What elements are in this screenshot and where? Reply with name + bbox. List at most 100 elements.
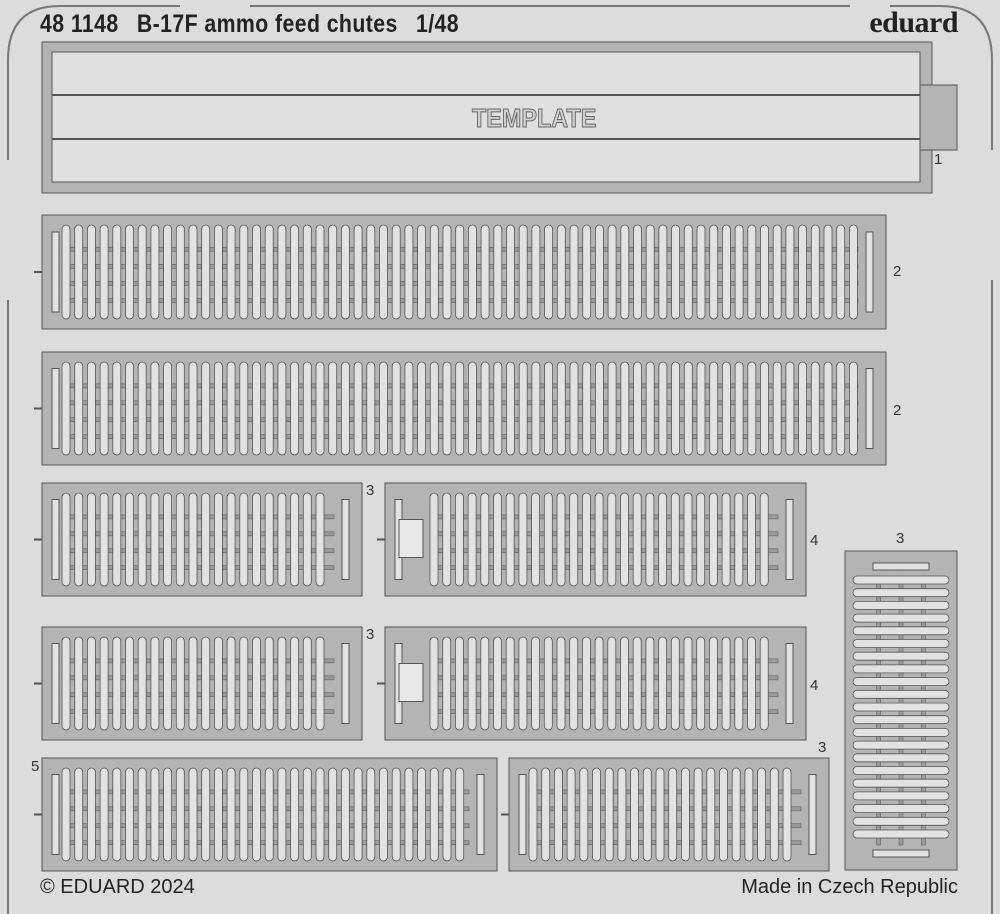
end-bar: [341, 499, 350, 580]
end-bar: [51, 231, 60, 313]
end-bar: [872, 562, 930, 571]
chute-link: [239, 767, 249, 862]
chute-link: [798, 224, 807, 320]
chute-link: [277, 636, 287, 731]
chute-link: [213, 361, 223, 456]
chute-link: [734, 636, 744, 731]
chute-link: [506, 361, 515, 456]
chute-link: [290, 636, 300, 731]
chute-link: [442, 492, 452, 587]
part-number-3b: 3: [366, 626, 375, 643]
chute-link: [569, 361, 579, 456]
chute-link: [366, 767, 376, 862]
chute-link: [852, 728, 950, 737]
chute-link: [836, 361, 846, 456]
chute-link: [87, 767, 96, 862]
chute-link: [579, 767, 589, 862]
chute-link: [277, 492, 287, 587]
end-box: [398, 663, 424, 702]
chute-link: [734, 224, 744, 320]
chute-link: [683, 492, 693, 587]
chute-link: [722, 361, 731, 456]
chute-link: [760, 224, 769, 320]
chute-link: [852, 689, 950, 699]
chute-link: [61, 492, 71, 587]
chute-link: [852, 766, 950, 775]
product-scale: 1/48: [415, 10, 460, 38]
template-label: TEMPLATE: [472, 103, 597, 134]
chute-link: [823, 361, 833, 456]
chute-link: [759, 492, 769, 587]
chute-link: [99, 492, 109, 587]
chute-link: [655, 767, 665, 862]
chute-link: [315, 767, 325, 862]
chute-link: [163, 224, 173, 320]
chute-link: [213, 224, 223, 320]
chute-link: [852, 651, 950, 661]
chute-link: [87, 636, 96, 731]
chute-link: [226, 224, 236, 320]
chute-link: [604, 767, 614, 862]
chute-link: [467, 361, 477, 456]
chute-link: [112, 224, 122, 320]
chute-link: [709, 636, 718, 731]
chute-link: [188, 492, 198, 587]
part-number-4b: 4: [810, 677, 819, 694]
part-number-3d: 3: [896, 530, 905, 547]
chute-link: [442, 224, 452, 320]
chute-link: [277, 224, 287, 320]
chute-link: [852, 816, 950, 826]
chute-link: [556, 492, 566, 587]
chute-link: [328, 767, 338, 862]
chute-link: [531, 224, 541, 320]
chute-link: [798, 361, 807, 456]
chute-link: [544, 224, 553, 320]
chute-link: [852, 613, 950, 623]
chute-link: [455, 767, 465, 862]
chute-link: [315, 361, 325, 456]
chute-link: [290, 224, 300, 320]
chute-link: [404, 767, 414, 862]
chute-link: [683, 224, 693, 320]
chute-link: [556, 636, 566, 731]
chute-link: [150, 492, 160, 587]
chute-link: [480, 361, 490, 456]
chute-link: [417, 361, 427, 456]
chute-link: [607, 224, 617, 320]
chute-link: [721, 636, 731, 731]
chute-link: [417, 767, 427, 862]
chute-link: [99, 361, 109, 456]
chute-link: [480, 224, 490, 320]
chute-link: [226, 492, 236, 587]
chute-link: [467, 636, 477, 731]
chute-link: [731, 767, 741, 862]
chute-link: [188, 224, 198, 320]
chute-link: [290, 767, 300, 862]
chute-link: [315, 636, 325, 731]
chute-link: [734, 361, 744, 456]
chute-link: [353, 767, 363, 862]
chute-link: [592, 767, 601, 862]
chute-link: [670, 636, 680, 731]
chute-link: [340, 361, 350, 456]
chute-link: [252, 361, 261, 456]
chute-part-3d: [844, 550, 958, 871]
brand-logo: eduard: [869, 6, 958, 39]
chute-link: [696, 492, 706, 587]
chute-link: [391, 361, 401, 456]
chute-link: [74, 492, 84, 587]
end-bar: [785, 499, 794, 580]
chute-link: [747, 361, 757, 456]
chute-link: [852, 575, 950, 585]
chute-link: [277, 767, 287, 862]
chute-link: [696, 361, 706, 456]
chute-link: [467, 492, 477, 587]
chute-link: [429, 767, 439, 862]
chute-link: [658, 224, 668, 320]
chute-link: [582, 492, 591, 587]
chute-link: [429, 224, 439, 320]
chute-link: [137, 492, 147, 587]
chute-link: [264, 492, 274, 587]
chute-link: [505, 636, 515, 731]
